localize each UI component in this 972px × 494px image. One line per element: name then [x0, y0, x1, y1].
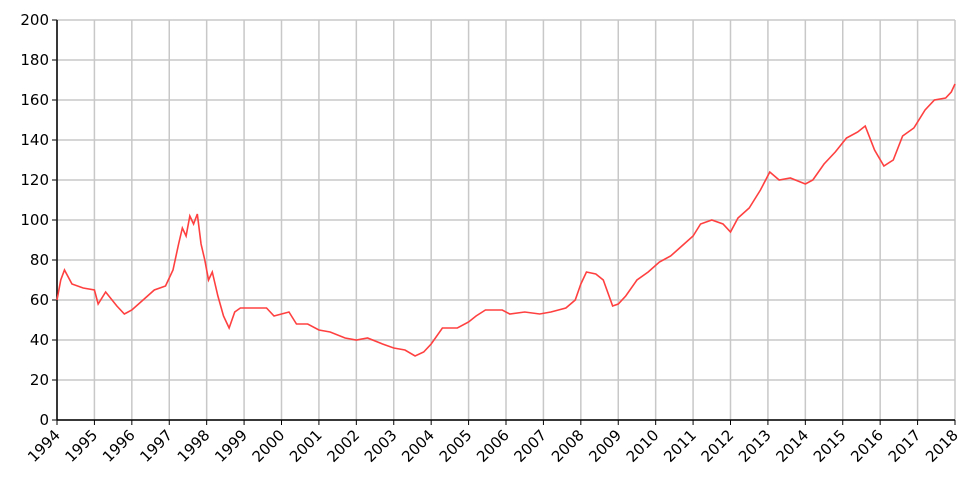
y-tick-label: 40 — [30, 331, 49, 349]
y-tick-label: 60 — [30, 291, 49, 309]
y-tick-label: 120 — [20, 171, 49, 189]
x-tick-label: 2000 — [249, 426, 289, 466]
x-tick-label: 1996 — [99, 426, 139, 466]
y-tick-label: 20 — [30, 371, 49, 389]
x-tick-label: 2004 — [398, 426, 438, 466]
x-tick-label: 2003 — [361, 426, 401, 466]
y-tick-label: 0 — [39, 411, 49, 429]
y-tick-label: 80 — [30, 251, 49, 269]
x-tick-label: 2005 — [436, 426, 476, 466]
x-tick-label: 2010 — [623, 426, 663, 466]
x-tick-label: 2013 — [735, 426, 775, 466]
x-tick-label: 1995 — [62, 426, 102, 466]
x-tick-label: 2014 — [772, 426, 812, 466]
x-tick-label: 2012 — [698, 426, 738, 466]
x-tick-label: 2006 — [473, 426, 513, 466]
y-tick-label: 200 — [20, 11, 49, 29]
x-tick-label: 2007 — [511, 426, 551, 466]
y-tick-label: 140 — [20, 131, 49, 149]
x-tick-label: 1999 — [211, 426, 251, 466]
x-tick-label: 2002 — [323, 426, 363, 466]
x-tick-label: 2009 — [585, 426, 625, 466]
x-tick-label: 2015 — [810, 426, 850, 466]
x-tick-label: 2001 — [286, 426, 326, 466]
x-tick-label: 2017 — [885, 426, 925, 466]
x-tick-label: 1994 — [24, 426, 64, 466]
y-tick-label: 100 — [20, 211, 49, 229]
x-tick-label: 1997 — [136, 426, 176, 466]
x-tick-label: 2016 — [847, 426, 887, 466]
x-tick-label: 1998 — [174, 426, 214, 466]
x-tick-label: 2011 — [660, 426, 700, 466]
y-tick-label: 160 — [20, 91, 49, 109]
line-series — [56, 83, 956, 357]
y-tick-label: 180 — [20, 51, 49, 69]
x-tick-label: 2008 — [548, 426, 588, 466]
x-tick-label: 2018 — [922, 426, 962, 466]
